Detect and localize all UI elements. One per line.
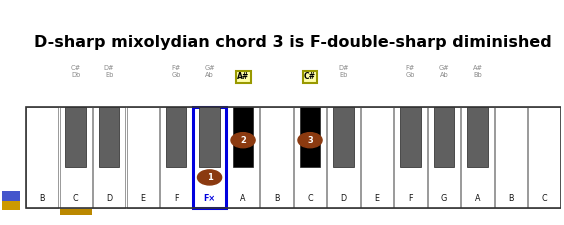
- Bar: [361, 107, 393, 208]
- Text: C: C: [307, 194, 313, 203]
- Bar: [126, 107, 158, 208]
- Ellipse shape: [197, 170, 222, 185]
- Text: F×: F×: [204, 194, 215, 203]
- Text: F: F: [408, 194, 413, 203]
- Bar: [26, 107, 561, 208]
- Bar: [233, 107, 253, 167]
- Text: 3: 3: [307, 136, 313, 145]
- Text: G#
Ab: G# Ab: [439, 65, 450, 78]
- Text: D-sharp mixolydian chord 3 is F-double-sharp diminished: D-sharp mixolydian chord 3 is F-double-s…: [34, 35, 552, 50]
- Text: B: B: [508, 194, 514, 203]
- Bar: [26, 107, 58, 208]
- Bar: [193, 107, 226, 208]
- Text: E: E: [140, 194, 145, 203]
- Bar: [394, 107, 426, 208]
- Text: A#
Bb: A# Bb: [473, 65, 482, 78]
- Text: A: A: [475, 194, 480, 203]
- Text: A: A: [240, 194, 246, 203]
- Text: F#
Gb: F# Gb: [406, 65, 415, 78]
- Text: B: B: [274, 194, 279, 203]
- Ellipse shape: [298, 133, 322, 148]
- Bar: [428, 107, 460, 208]
- Text: E: E: [374, 194, 380, 203]
- Text: D: D: [106, 194, 112, 203]
- Text: A#: A#: [237, 72, 249, 81]
- Bar: [193, 107, 226, 208]
- Text: 1: 1: [206, 173, 213, 182]
- Text: D#
Eb: D# Eb: [338, 65, 349, 78]
- Bar: [93, 107, 125, 208]
- Ellipse shape: [231, 133, 255, 148]
- Bar: [261, 107, 293, 208]
- Bar: [400, 107, 421, 167]
- Bar: [2, 201, 20, 210]
- Bar: [2, 191, 20, 201]
- Text: C#: C#: [304, 72, 316, 81]
- Text: basicmusictheory.com: basicmusictheory.com: [8, 80, 13, 145]
- Bar: [434, 107, 455, 167]
- Bar: [60, 209, 92, 215]
- Bar: [199, 107, 220, 167]
- Bar: [166, 107, 187, 167]
- Text: C#
Db: C# Db: [70, 65, 81, 78]
- Bar: [299, 107, 320, 167]
- Bar: [65, 107, 86, 167]
- Bar: [99, 107, 120, 167]
- Text: D: D: [341, 194, 346, 203]
- Bar: [60, 107, 92, 208]
- Text: C: C: [541, 194, 547, 203]
- Bar: [333, 107, 354, 167]
- Text: 2: 2: [240, 136, 246, 145]
- Bar: [328, 107, 360, 208]
- Bar: [461, 107, 494, 208]
- Bar: [160, 107, 192, 208]
- Text: G: G: [441, 194, 447, 203]
- Bar: [227, 107, 259, 208]
- Text: F: F: [174, 194, 178, 203]
- Text: G#
Ab: G# Ab: [204, 65, 215, 78]
- Text: F#
Gb: F# Gb: [171, 65, 180, 78]
- Text: D#
Eb: D# Eb: [104, 65, 114, 78]
- Bar: [495, 107, 527, 208]
- Bar: [294, 107, 326, 208]
- Text: B: B: [39, 194, 45, 203]
- Bar: [528, 107, 561, 208]
- Text: C: C: [73, 194, 78, 203]
- Bar: [467, 107, 488, 167]
